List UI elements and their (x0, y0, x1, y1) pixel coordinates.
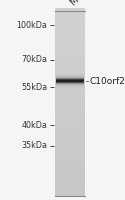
Bar (55, 120, 85, 124)
Bar (55, 33, 85, 36)
Bar (56, 82, 84, 83)
Bar (55, 149, 85, 152)
Bar (55, 124, 85, 127)
Bar (55, 64, 85, 67)
Bar (56, 85, 84, 86)
Text: 40kDa: 40kDa (22, 120, 48, 130)
Bar (55, 117, 85, 121)
Bar (55, 171, 85, 174)
Bar (55, 142, 85, 146)
Text: C10orf2: C10orf2 (90, 76, 125, 86)
Bar (56, 87, 84, 88)
Bar (55, 14, 85, 17)
Bar (55, 95, 85, 99)
Bar (55, 114, 85, 118)
Bar (55, 92, 85, 96)
Bar (55, 42, 85, 45)
Bar (55, 61, 85, 64)
Bar (55, 189, 85, 193)
Bar (56, 84, 84, 85)
Bar (55, 26, 85, 30)
Bar (56, 75, 84, 76)
Bar (55, 98, 85, 102)
Bar (55, 39, 85, 42)
Bar (55, 155, 85, 158)
Bar (55, 174, 85, 177)
Bar (55, 193, 85, 196)
Bar (55, 145, 85, 149)
Bar (56, 80, 84, 81)
Bar (55, 29, 85, 33)
Bar (55, 180, 85, 183)
Bar (56, 79, 84, 80)
Bar (55, 105, 85, 108)
Bar (55, 20, 85, 24)
Bar (56, 78, 84, 79)
Bar (55, 164, 85, 168)
Bar (55, 58, 85, 61)
Bar (55, 36, 85, 39)
Bar (55, 108, 85, 111)
Bar (55, 139, 85, 143)
Bar (55, 11, 85, 196)
Bar (56, 81, 84, 82)
Bar (55, 8, 85, 11)
Bar (55, 73, 85, 77)
Bar (55, 111, 85, 114)
Text: 70kDa: 70kDa (22, 55, 48, 64)
Text: 35kDa: 35kDa (22, 142, 48, 150)
Bar (55, 11, 85, 14)
Bar (55, 186, 85, 190)
Bar (56, 77, 84, 78)
Bar (55, 133, 85, 136)
Text: MCF7: MCF7 (68, 0, 92, 7)
Text: 55kDa: 55kDa (21, 83, 48, 92)
Bar (56, 78, 84, 79)
Bar (55, 136, 85, 140)
Bar (55, 102, 85, 105)
Bar (55, 83, 85, 86)
Bar (55, 70, 85, 74)
Bar (56, 86, 84, 87)
Text: 100kDa: 100kDa (17, 21, 48, 29)
Bar (55, 158, 85, 162)
Bar (55, 152, 85, 155)
Bar (56, 77, 84, 78)
Bar (55, 80, 85, 83)
Bar (56, 81, 84, 82)
Bar (55, 177, 85, 180)
Bar (56, 82, 84, 83)
Bar (55, 127, 85, 130)
Bar (55, 161, 85, 165)
Bar (55, 23, 85, 27)
Bar (55, 89, 85, 93)
Bar (55, 76, 85, 80)
Bar (55, 167, 85, 171)
Bar (55, 55, 85, 58)
Bar (55, 67, 85, 71)
Bar (55, 86, 85, 89)
Bar (55, 130, 85, 133)
Bar (55, 51, 85, 55)
Bar (55, 183, 85, 187)
Bar (56, 76, 84, 77)
Bar (56, 87, 84, 88)
Bar (55, 45, 85, 49)
Bar (56, 86, 84, 87)
Bar (55, 17, 85, 20)
Bar (56, 74, 84, 75)
Bar (56, 83, 84, 84)
Bar (55, 48, 85, 52)
